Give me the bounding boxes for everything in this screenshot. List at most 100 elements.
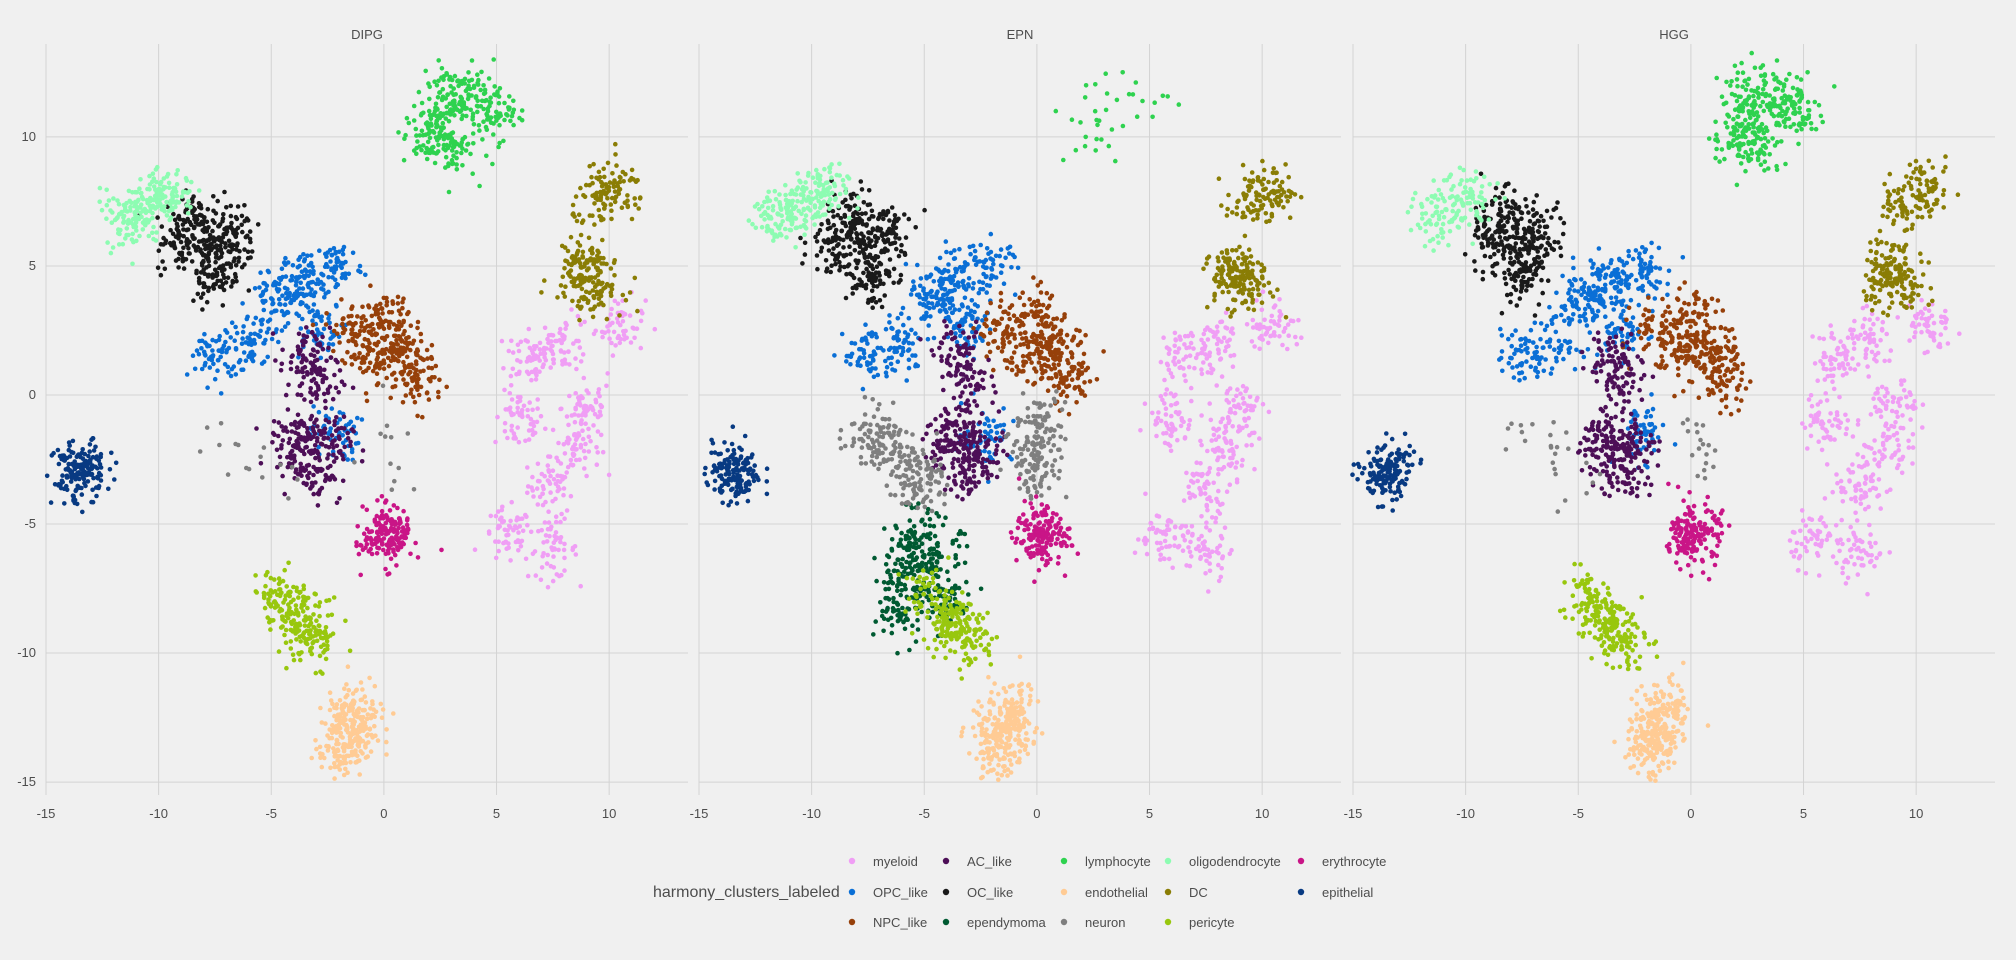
data-point xyxy=(561,290,566,296)
data-point xyxy=(302,623,308,628)
data-point xyxy=(424,156,430,162)
data-point xyxy=(590,213,595,218)
data-point xyxy=(625,193,630,198)
data-point xyxy=(1189,398,1194,404)
data-point xyxy=(298,469,303,474)
facet-title: DIPG xyxy=(351,27,383,42)
data-point xyxy=(1216,426,1222,432)
data-point xyxy=(576,395,581,401)
data-point xyxy=(583,421,588,427)
data-point xyxy=(307,309,312,315)
data-point xyxy=(305,372,310,377)
data-point xyxy=(591,261,597,266)
data-point xyxy=(534,373,539,378)
data-point xyxy=(568,234,574,240)
data-point xyxy=(550,357,556,362)
data-point xyxy=(286,590,291,595)
data-point xyxy=(202,331,207,337)
data-point xyxy=(315,277,321,282)
data-point xyxy=(311,404,316,409)
data-point xyxy=(397,519,403,524)
data-point xyxy=(279,443,284,448)
data-point xyxy=(154,198,160,203)
data-point xyxy=(592,192,597,197)
data-point xyxy=(980,280,986,286)
data-point xyxy=(484,97,489,103)
data-point xyxy=(1166,351,1172,357)
data-point xyxy=(158,242,164,247)
data-point xyxy=(261,595,267,601)
data-point xyxy=(998,298,1004,303)
data-point xyxy=(271,419,277,424)
data-point xyxy=(542,325,548,331)
data-point xyxy=(199,219,205,225)
data-point xyxy=(252,286,258,291)
data-point xyxy=(1161,431,1166,436)
data-point xyxy=(530,551,536,557)
data-point xyxy=(285,321,291,326)
data-point xyxy=(296,257,301,263)
data-point xyxy=(310,318,315,324)
data-point xyxy=(164,213,170,218)
data-point xyxy=(991,367,996,373)
data-point xyxy=(1176,346,1182,351)
data-point xyxy=(330,701,335,707)
data-point xyxy=(298,392,304,398)
data-point xyxy=(972,248,978,254)
data-point xyxy=(621,332,627,338)
data-point xyxy=(333,385,339,391)
data-point xyxy=(563,320,568,326)
data-point xyxy=(955,280,961,285)
data-point xyxy=(285,615,291,621)
data-point xyxy=(283,262,288,268)
data-point xyxy=(535,502,541,507)
data-point xyxy=(205,257,211,263)
data-point xyxy=(394,351,400,356)
data-point xyxy=(115,215,120,220)
data-point xyxy=(496,539,501,544)
data-point xyxy=(95,466,100,471)
data-point xyxy=(272,577,277,582)
data-point xyxy=(349,427,355,432)
data-point xyxy=(269,336,275,342)
data-point xyxy=(521,403,527,409)
data-point xyxy=(434,122,440,128)
data-point xyxy=(892,349,897,355)
data-point xyxy=(109,220,115,225)
data-point xyxy=(319,764,325,770)
data-point xyxy=(324,254,329,259)
data-point xyxy=(514,372,519,377)
data-point xyxy=(175,168,180,173)
data-point xyxy=(361,354,366,360)
data-point xyxy=(418,331,424,337)
data-point xyxy=(266,326,272,332)
data-point xyxy=(975,304,980,309)
data-point xyxy=(572,259,577,265)
data-point xyxy=(984,274,989,279)
data-point xyxy=(399,338,405,344)
data-point xyxy=(1158,359,1164,365)
data-point xyxy=(627,178,633,183)
data-point xyxy=(988,300,993,306)
data-point xyxy=(1005,246,1011,251)
data-point xyxy=(288,360,294,365)
data-point xyxy=(564,470,569,475)
data-point xyxy=(158,272,164,278)
data-point xyxy=(582,403,588,409)
data-point xyxy=(279,266,285,272)
data-point xyxy=(1217,357,1223,362)
data-point xyxy=(316,281,322,287)
data-point xyxy=(483,124,489,130)
data-point xyxy=(358,572,364,578)
data-point xyxy=(323,625,329,630)
data-point xyxy=(1029,302,1034,308)
data-point xyxy=(926,300,931,306)
data-point xyxy=(196,188,202,193)
data-point xyxy=(525,465,530,470)
data-point xyxy=(224,330,230,335)
data-point xyxy=(632,275,638,281)
data-point xyxy=(200,252,206,258)
data-point xyxy=(315,349,320,355)
data-point xyxy=(224,229,230,234)
data-point xyxy=(632,335,637,341)
